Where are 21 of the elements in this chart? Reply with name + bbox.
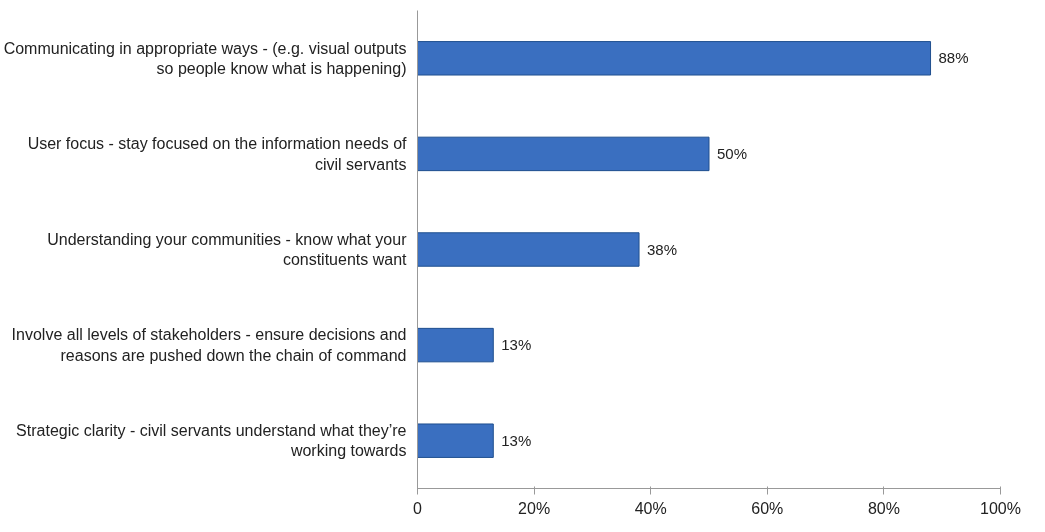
y-tick-label: Involve all levels of stakeholders - ensure decisions and reasons are pushed down the chain of command [11,326,407,364]
y-tick-label: Strategic clarity - civil servants understand what they’re working towards [16,422,407,460]
x-tick-label: 60% [751,499,784,517]
data-label: 13% [501,431,532,449]
bar [417,423,494,458]
x-tick-label: 40% [634,499,667,517]
bar [417,232,640,267]
x-tick-label: 20% [518,499,551,517]
data-label: 88% [938,49,969,67]
y-tick-label: Understanding your communities - know what your constituents want [47,230,408,269]
bar [417,327,494,363]
bar [417,136,710,172]
x-tick-label: 80% [867,499,900,517]
y-tick-label: User focus - stay focused on the information needs of civil servants [27,135,408,173]
bar [417,41,932,76]
x-tick-label: 0 [413,499,423,517]
data-label: 13% [501,336,532,354]
data-label: 38% [647,240,678,258]
data-label: 50% [717,144,748,162]
y-tick-label: Communicating in appropriate ways - (e.g. visual outputs so people know what is happening) [3,39,407,77]
x-tick-label: 100% [980,499,1021,517]
